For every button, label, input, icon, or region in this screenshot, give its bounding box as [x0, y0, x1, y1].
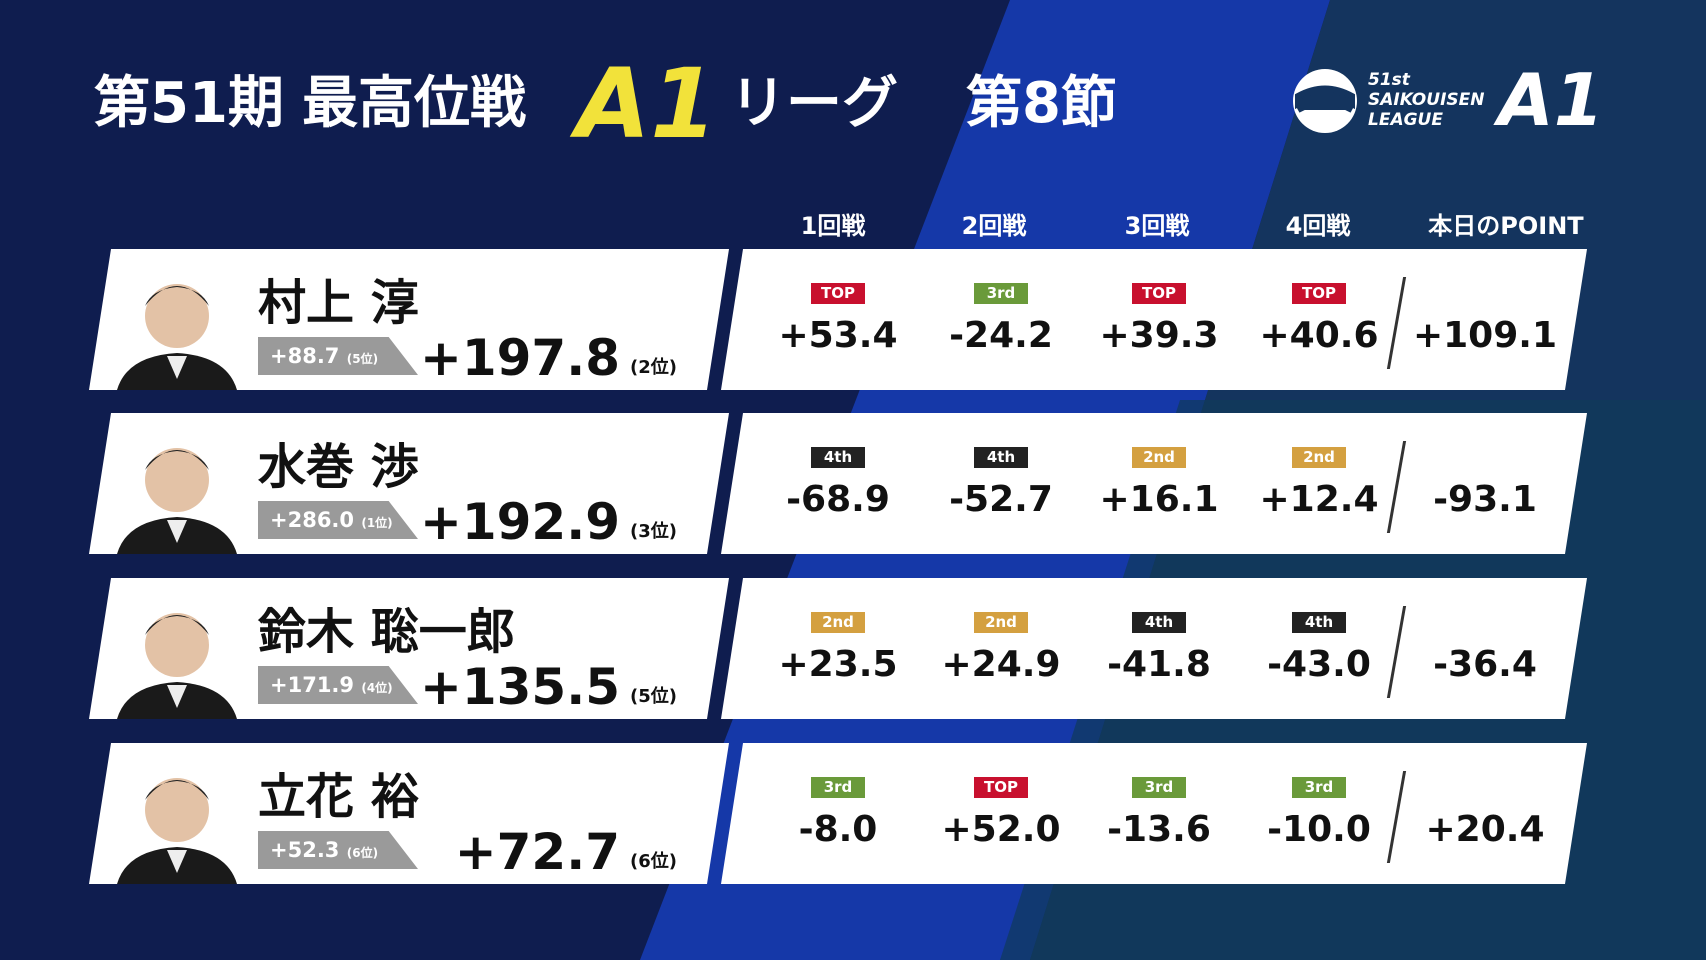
- previous-rank: (4位): [361, 681, 393, 695]
- place-badge: 3rd: [1292, 777, 1346, 798]
- game-score: -8.0: [798, 809, 878, 850]
- place-badge: 3rd: [974, 283, 1028, 304]
- photo-silhouette: [117, 613, 237, 719]
- player-name: 村上 淳: [258, 275, 419, 331]
- logo-name: SAIKOUISEN: [1368, 90, 1485, 110]
- previous-score: +286.0: [270, 508, 355, 532]
- previous-points: +171.9 (4位): [258, 666, 418, 704]
- place-badge: 2nd: [811, 612, 865, 633]
- previous-points: +88.7 (5位): [258, 337, 418, 375]
- title-league: 最高位戦: [302, 71, 526, 136]
- logo-ordinal: 51st: [1368, 70, 1410, 90]
- place-badge: 4th: [811, 447, 865, 468]
- place-badge: 3rd: [1132, 777, 1186, 798]
- previous-score: +171.9: [270, 673, 355, 697]
- logo-league: LEAGUE: [1368, 110, 1443, 130]
- place-badge: TOP: [811, 283, 865, 304]
- photo-silhouette: [117, 448, 237, 554]
- place-badge: 2nd: [1132, 447, 1186, 468]
- player-name: 鈴木 聡一郎: [258, 604, 515, 660]
- score-card: [721, 578, 1587, 719]
- total-rank: (2位): [630, 357, 677, 378]
- game-score: -13.6: [1107, 809, 1211, 850]
- game-score: -10.0: [1267, 809, 1371, 850]
- game-score: -52.7: [949, 479, 1053, 520]
- column-header: 2回戦: [961, 212, 1027, 240]
- game-score: +12.4: [1259, 479, 1379, 520]
- title-suffix: リーグ: [730, 71, 898, 136]
- place-badge: TOP: [1132, 283, 1186, 304]
- previous-points: +52.3 (6位): [258, 831, 418, 869]
- place-badge: 2nd: [1292, 447, 1346, 468]
- place-badge: 3rd: [811, 777, 865, 798]
- game-score: -43.0: [1267, 644, 1371, 685]
- total-points: +72.7: [454, 823, 620, 881]
- photo-silhouette: [117, 778, 237, 884]
- game-score: +24.9: [941, 644, 1061, 685]
- logo-text: 51st SAIKOUISEN LEAGUE: [1368, 70, 1484, 130]
- total-rank: (3位): [630, 521, 677, 542]
- today-points: -36.4: [1433, 644, 1537, 685]
- column-header: 4回戦: [1285, 212, 1351, 240]
- previous-rank: (1位): [361, 516, 393, 530]
- game-score: +53.4: [778, 315, 898, 356]
- place-badge: 4th: [974, 447, 1028, 468]
- game-score: -24.2: [949, 315, 1053, 356]
- column-header: 1回戦: [800, 212, 866, 240]
- game-score: +16.1: [1099, 479, 1219, 520]
- place-badge: 4th: [1292, 612, 1346, 633]
- game-score: +40.6: [1259, 315, 1379, 356]
- player-photo: [112, 261, 242, 390]
- score-card: [721, 249, 1587, 390]
- place-badge: 4th: [1132, 612, 1186, 633]
- place-badge: 2nd: [974, 612, 1028, 633]
- game-score: -68.9: [786, 479, 890, 520]
- title-edition: 第51期: [94, 71, 284, 136]
- logo-grade: A1: [1498, 58, 1604, 142]
- previous-points: +286.0 (1位): [258, 501, 418, 539]
- total-points: +192.9: [419, 493, 620, 551]
- today-points: -93.1: [1433, 479, 1537, 520]
- place-badge: TOP: [1292, 283, 1346, 304]
- title-grade: A1: [576, 48, 718, 160]
- photo-silhouette: [117, 284, 237, 390]
- previous-score: +88.7: [270, 344, 340, 368]
- game-score: -41.8: [1107, 644, 1211, 685]
- player-photo: [112, 590, 242, 719]
- total-rank: (5位): [630, 686, 677, 707]
- previous-rank: (5位): [346, 352, 379, 366]
- total-points: +135.5: [419, 658, 620, 716]
- score-card: [721, 413, 1587, 554]
- game-score: +23.5: [778, 644, 898, 685]
- place-badge: TOP: [974, 777, 1028, 798]
- total-rank: (6位): [630, 851, 677, 872]
- score-card: [721, 743, 1587, 884]
- player-name: 立花 裕: [258, 769, 419, 825]
- player-name: 水巻 渉: [258, 439, 419, 495]
- column-header: 3回戦: [1124, 212, 1190, 240]
- previous-rank: (6位): [346, 846, 379, 860]
- logo-mark: [1293, 69, 1357, 133]
- game-score: +52.0: [941, 809, 1061, 850]
- player-photo: [112, 425, 242, 554]
- previous-score: +52.3: [270, 838, 340, 862]
- today-points: +109.1: [1412, 315, 1558, 356]
- today-points: +20.4: [1425, 809, 1545, 850]
- column-header: 本日のPOINT: [1428, 212, 1584, 240]
- player-photo: [112, 755, 242, 884]
- title-section: 第8節: [966, 71, 1117, 136]
- total-points: +197.8: [419, 329, 620, 387]
- game-score: +39.3: [1099, 315, 1219, 356]
